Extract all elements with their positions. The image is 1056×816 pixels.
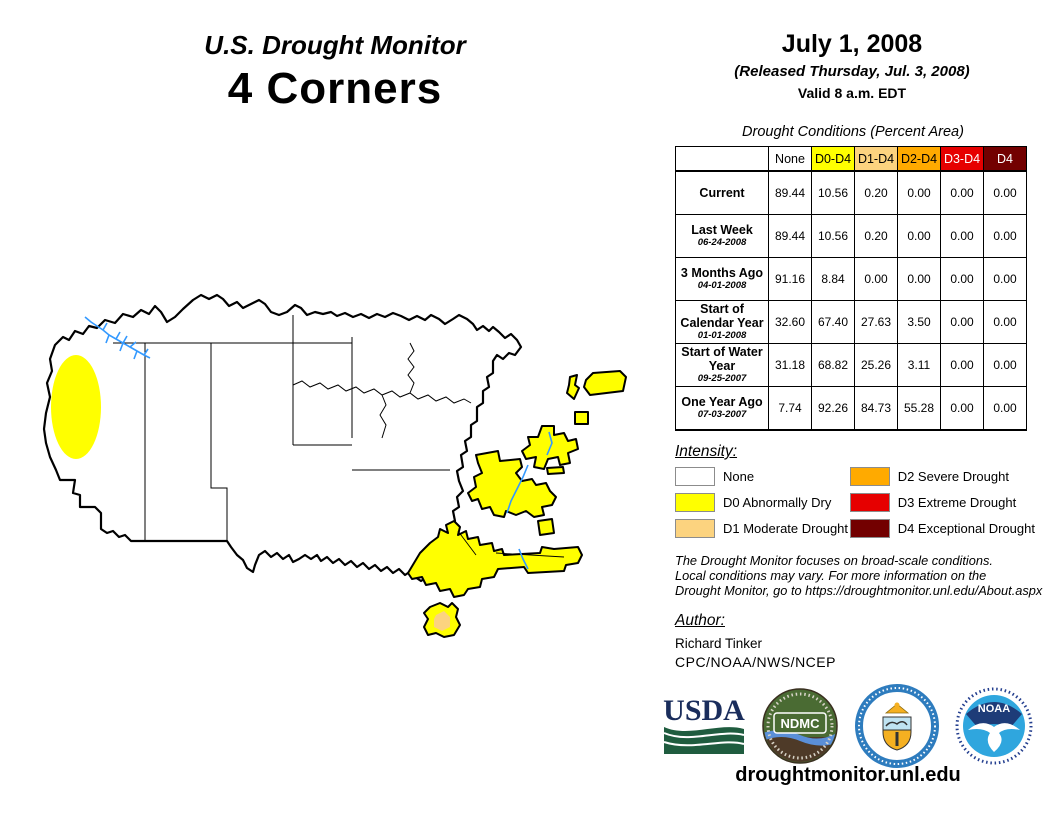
svg-text:NDMC: NDMC <box>781 716 821 731</box>
col-d3d4: D3-D4 <box>940 146 984 172</box>
row-label: Last Week 06-24-2008 <box>675 214 769 258</box>
table-row: Start of Water Year 09-25-2007 31.18 68.8… <box>675 343 1027 387</box>
doc-logo <box>854 684 939 768</box>
col-d1d4: D1-D4 <box>854 146 898 172</box>
region-boundary <box>42 293 523 583</box>
ndmc-logo: NDMC <box>762 688 839 764</box>
col-d0d4: D0-D4 <box>811 146 855 172</box>
table-row: Current 89.44 10.56 0.20 0.00 0.00 0.00 <box>675 170 1027 215</box>
region-title: 4 Corners <box>227 64 443 113</box>
table-corner <box>675 146 769 172</box>
d3-swatch <box>849 493 890 512</box>
legend-item-d1: D1 Moderate Drought <box>675 519 850 538</box>
drought-map <box>42 293 627 638</box>
disclaimer-text: The Drought Monitor focuses on broad-sca… <box>675 553 1043 598</box>
county-lines <box>113 315 450 540</box>
usda-logo: USDA <box>663 694 745 754</box>
row-label: 3 Months Ago 04-01-2008 <box>675 257 769 301</box>
d1-swatch <box>675 519 715 538</box>
none-swatch <box>675 467 715 486</box>
agency-logos: USDA NDMC <box>662 684 1034 768</box>
release-date: (Released Thursday, Jul. 3, 2008) <box>734 63 970 80</box>
table-row: One Year Ago 07-03-2007 7.74 92.26 84.73 … <box>675 386 1027 431</box>
drought-conditions-table: None D0-D4 D1-D4 D2-D4 D3-D4 D4 Current … <box>675 146 1027 431</box>
map-date: July 1, 2008 <box>781 30 923 58</box>
page-title: U.S. Drought Monitor <box>204 30 466 60</box>
d0-swatch <box>675 493 715 512</box>
table-header-row: None D0-D4 D1-D4 D2-D4 D3-D4 D4 <box>675 146 1027 172</box>
svg-text:USDA: USDA <box>663 694 745 727</box>
row-label: One Year Ago 07-03-2007 <box>675 386 769 431</box>
d1-area <box>434 611 450 631</box>
river <box>84 316 151 360</box>
author-name: Richard Tinker <box>675 636 763 651</box>
table-caption: Drought Conditions (Percent Area) <box>742 124 964 140</box>
table-row: 3 Months Ago 04-01-2008 91.16 8.84 0.00 0… <box>675 257 1027 301</box>
intensity-legend: None D0 Abnormally Dry D1 Moderate Droug… <box>675 467 1035 545</box>
noaa-logo: NOAA <box>955 687 1033 765</box>
patch-rivers <box>506 431 553 570</box>
legend-title: Intensity: <box>675 443 738 460</box>
author-heading: Author: <box>675 612 725 629</box>
col-d2d4: D2-D4 <box>897 146 941 172</box>
author-org: CPC/NOAA/NWS/NCEP <box>675 654 836 670</box>
d2-swatch <box>849 467 890 486</box>
legend-item-d3: D3 Extreme Drought <box>849 493 1035 512</box>
patch-county-lines <box>457 530 565 558</box>
table-row: Start of Calendar Year 01-01-2008 32.60 6… <box>675 300 1027 344</box>
legend-item-d2: D2 Severe Drought <box>849 467 1035 486</box>
table-row: Last Week 06-24-2008 89.44 10.56 0.20 0.0… <box>675 214 1027 258</box>
row-label: Current <box>675 170 769 215</box>
row-label: Start of Water Year 09-25-2007 <box>675 343 769 387</box>
date-block: July 1, 2008 (Released Thursday, Jul. 3,… <box>672 30 1032 101</box>
row-label: Start of Calendar Year 01-01-2008 <box>675 300 769 344</box>
valid-time: Valid 8 a.m. EDT <box>797 85 907 101</box>
col-d4: D4 <box>983 146 1027 172</box>
legend-item-d0: D0 Abnormally Dry <box>675 493 850 512</box>
d4-swatch <box>849 519 890 538</box>
d0-areas <box>407 370 627 638</box>
legend-item-d4: D4 Exceptional Drought <box>849 519 1035 538</box>
d0-area-west <box>51 355 101 459</box>
website-url: droughtmonitor.unl.edu <box>735 764 961 786</box>
county-lines-wiggly <box>292 342 472 439</box>
svg-text:NOAA: NOAA <box>978 703 1010 715</box>
col-none: None <box>768 146 812 172</box>
legend-item-none: None <box>675 467 850 486</box>
